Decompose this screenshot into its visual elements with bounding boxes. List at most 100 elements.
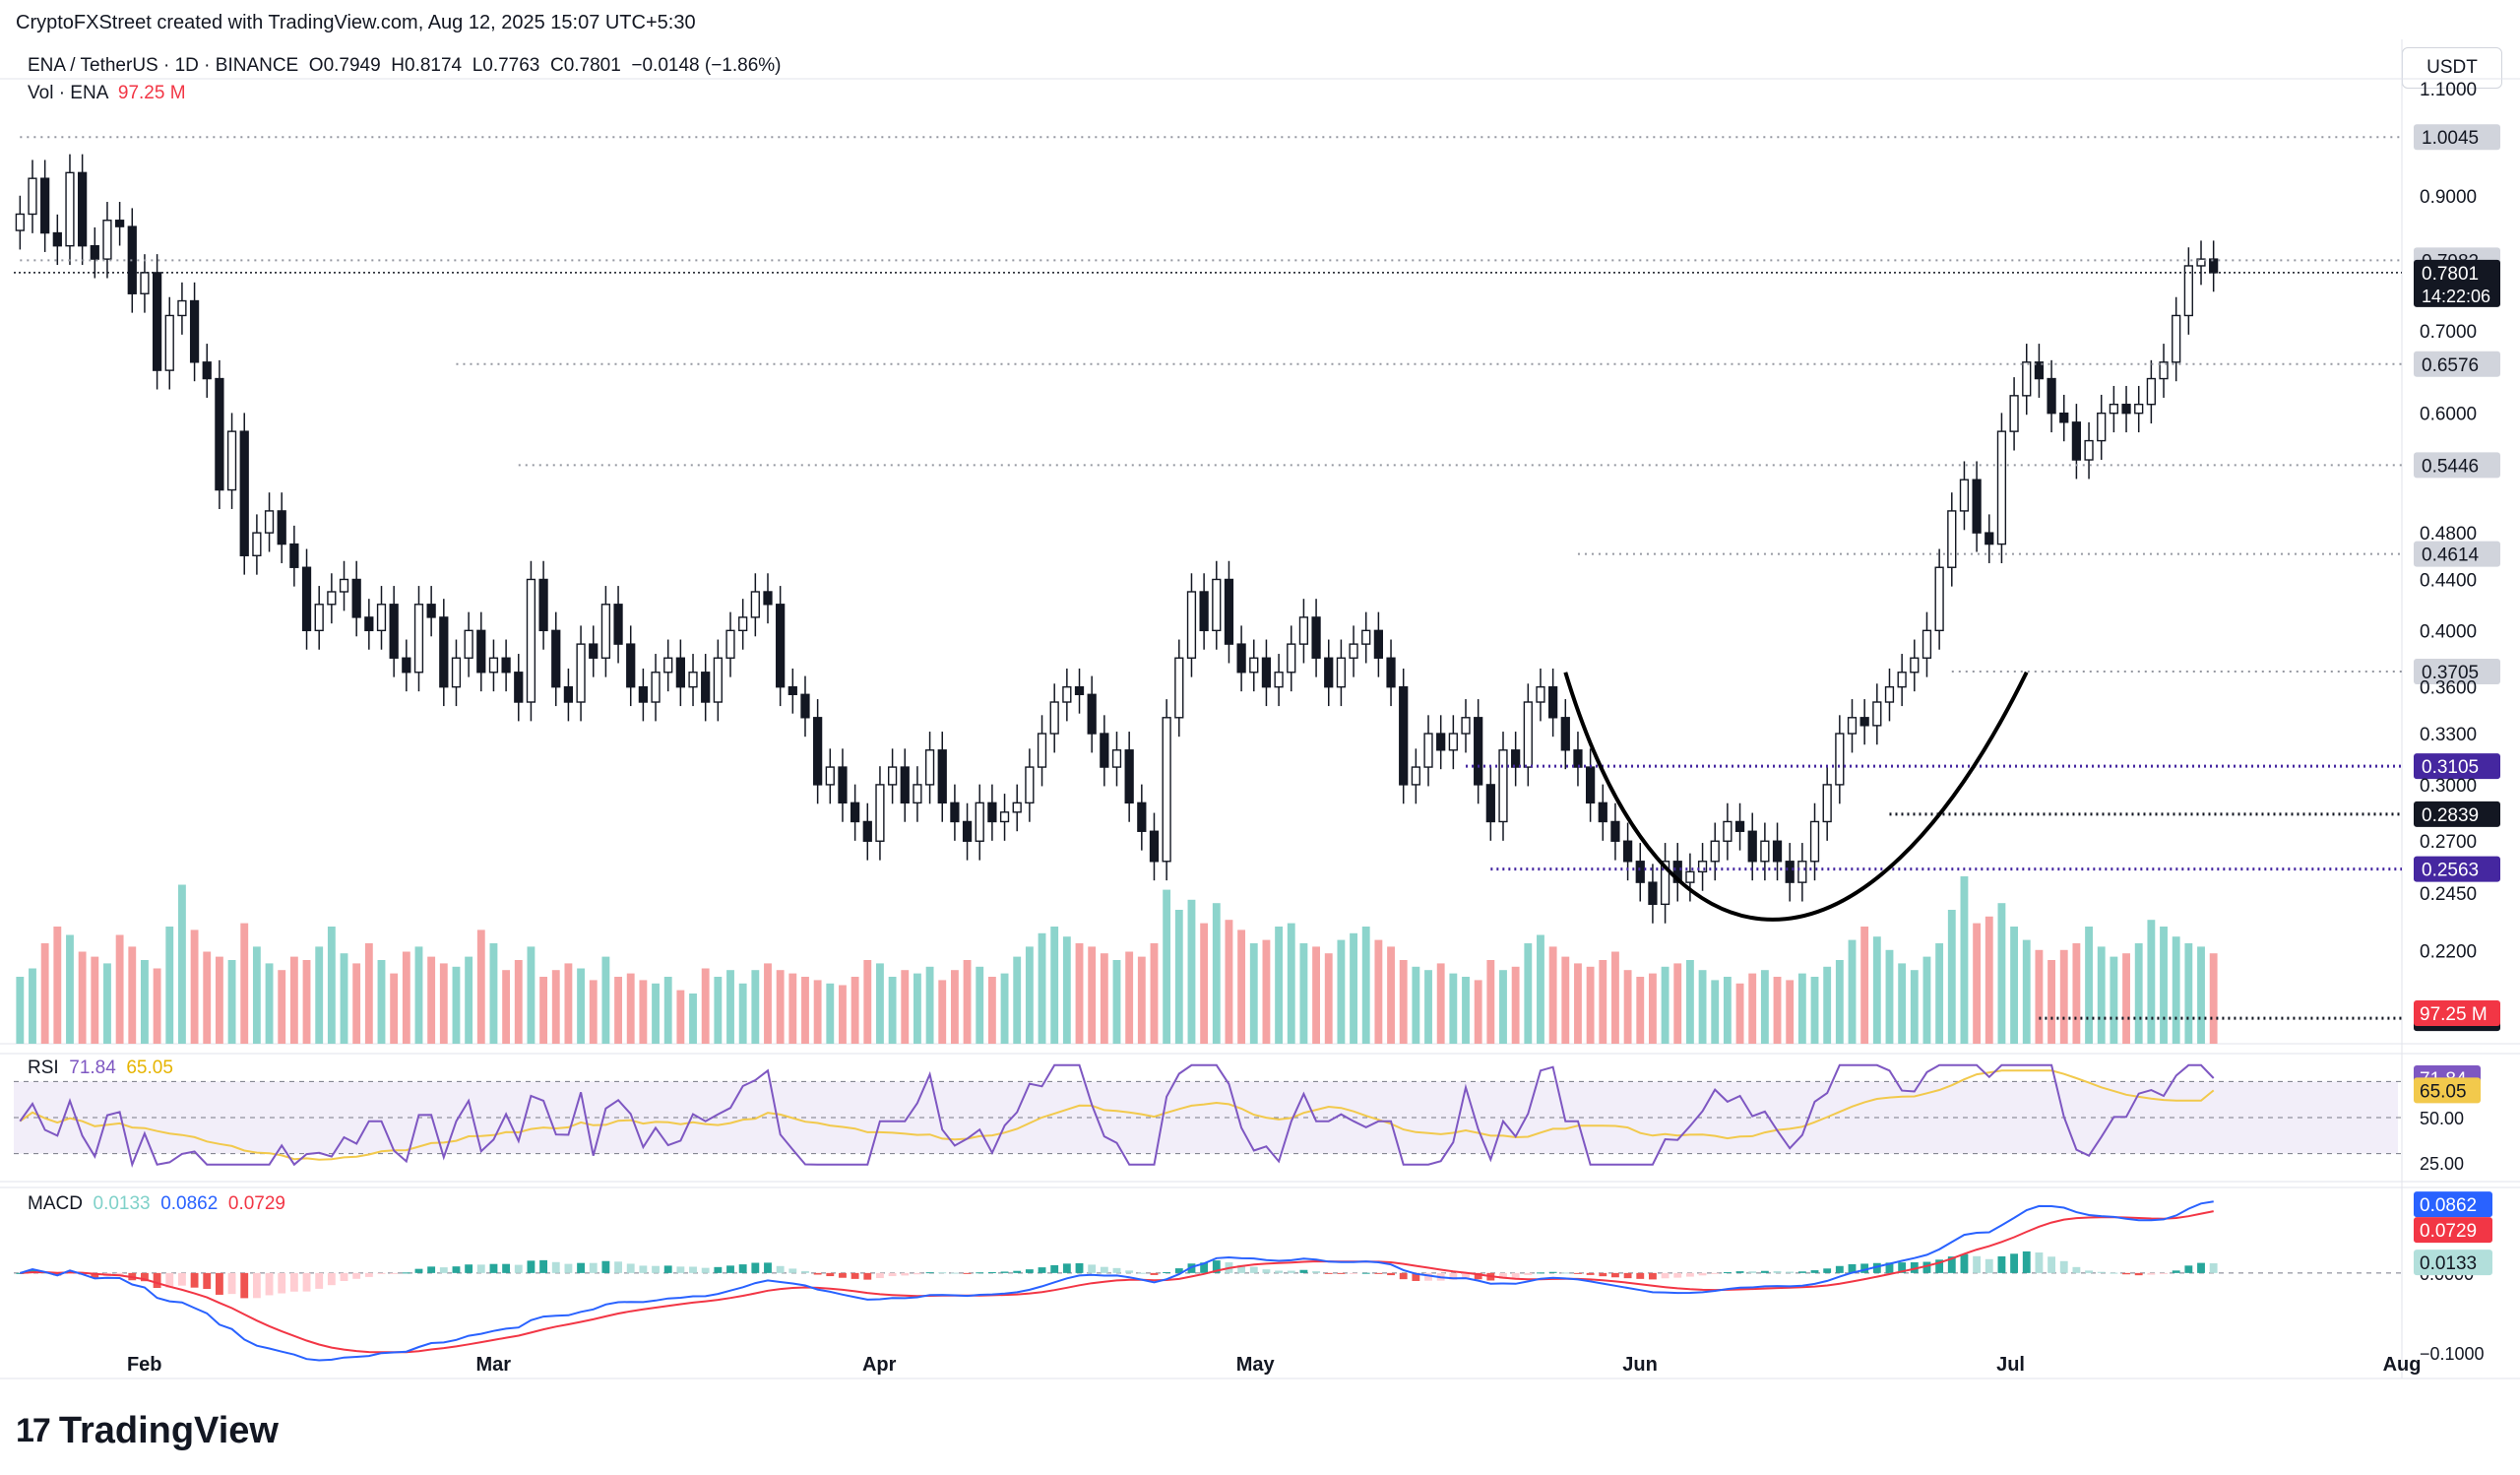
macd-histogram-bar <box>1275 1270 1284 1273</box>
volume-bar <box>1387 946 1395 1044</box>
volume-bar <box>1524 943 1533 1044</box>
macd-histogram-bar <box>2122 1272 2130 1275</box>
macd-histogram-bar <box>850 1272 859 1279</box>
macd-histogram-bar <box>1374 1272 1383 1274</box>
macd-histogram-bar <box>1599 1272 1607 1277</box>
candle-up <box>1174 657 1184 719</box>
macd-label[interactable]: MACD <box>28 1193 83 1214</box>
volume-bar <box>1648 973 1657 1044</box>
candle-up <box>2146 377 2156 406</box>
key-level-label: 0.2839 <box>2422 805 2479 826</box>
tradingview-logo[interactable]: 17 TradingView <box>16 1410 279 1452</box>
volume-bar <box>340 953 348 1044</box>
macd-histogram-bar <box>863 1272 872 1280</box>
candle-down <box>1436 733 1446 751</box>
price-axis[interactable]: 1.1000 0.9000 0.7000 0.6000 0.4800 0.4400 0.40… <box>2420 80 2477 963</box>
candle-down <box>1734 820 1745 832</box>
candle-down <box>1311 616 1321 659</box>
candle-down <box>1399 685 1409 786</box>
rsi-ma-line <box>19 1069 2215 1161</box>
macd-histogram-bar <box>502 1263 511 1273</box>
volume-bar <box>601 956 610 1044</box>
volume-bar <box>1062 936 1071 1044</box>
candle-up <box>1959 479 1970 512</box>
volume-bar <box>1088 946 1097 1044</box>
volume-bar <box>626 973 635 1044</box>
rsi-label[interactable]: RSI <box>28 1058 59 1078</box>
volume-bar <box>215 956 223 1044</box>
macd-histogram-bar <box>564 1263 573 1273</box>
histogram-axis-value-box <box>2414 1250 2492 1276</box>
macd-histogram-bar <box>976 1272 984 1274</box>
rsi-ma-value: 65.05 <box>126 1058 173 1078</box>
candle-up <box>2183 265 2193 317</box>
volume-bar <box>987 977 996 1044</box>
macd-histogram-bar <box>1586 1272 1595 1275</box>
volume-label[interactable]: Vol · ENA <box>28 83 108 103</box>
volume-bar <box>738 983 747 1044</box>
volume-bar <box>476 930 485 1044</box>
price-tick-label: 0.2200 <box>2420 942 2477 963</box>
candle-up <box>2009 395 2019 432</box>
candle-up <box>1461 717 1471 735</box>
macd-histogram-bar <box>1062 1263 1071 1273</box>
candle-down <box>1785 861 1795 883</box>
candle-down <box>215 377 224 491</box>
time-axis[interactable]: Feb Mar Apr May Jun Jul Aug <box>127 1354 2422 1376</box>
macd-histogram-bar <box>153 1272 161 1288</box>
volume-bar <box>813 980 822 1044</box>
volume-bar <box>1797 973 1806 1044</box>
macd-histogram-bar <box>1760 1270 1769 1273</box>
volume-bar <box>776 970 785 1044</box>
volume-bar <box>652 983 660 1044</box>
macd-histogram-bar <box>614 1261 622 1273</box>
cup-pattern-arc <box>1563 671 2029 922</box>
candle-up <box>1723 820 1732 842</box>
candle-down <box>40 177 50 234</box>
key-level-label: 0.2563 <box>2422 861 2479 881</box>
macd-histogram-bar <box>165 1272 174 1288</box>
volume-bar <box>514 960 523 1044</box>
macd-histogram-bar <box>726 1265 734 1273</box>
candle-down <box>1560 717 1570 751</box>
open-label: O <box>308 55 324 76</box>
candle-up <box>1797 861 1807 883</box>
macd-histogram-bar <box>1910 1262 1919 1273</box>
macd-histogram-bar <box>1100 1266 1108 1273</box>
volume-bar <box>689 994 697 1044</box>
macd-histogram-bar <box>40 1272 49 1274</box>
macd-histogram-bar <box>1050 1264 1059 1273</box>
macd-histogram-bar <box>663 1265 672 1273</box>
candle-up <box>1249 657 1259 673</box>
candle-down <box>90 244 99 260</box>
time-tick-label: May <box>1236 1354 1276 1376</box>
volume-bar <box>115 934 124 1044</box>
volume-bar <box>203 951 212 1044</box>
candle-up <box>924 749 935 786</box>
candle-down <box>862 820 872 842</box>
volume-value: 97.25 M <box>117 83 186 103</box>
key-level-label: 0.6576 <box>2422 355 2479 376</box>
volume-bar <box>751 970 760 1044</box>
volume-bar <box>128 946 137 1044</box>
symbol-title[interactable]: ENA / TetherUS · 1D · BINANCE <box>28 55 299 76</box>
candle-up <box>663 657 673 673</box>
macd-histogram-bar <box>2010 1253 2019 1273</box>
candle-up <box>1186 591 1197 659</box>
macd-histogram-bar <box>1786 1271 1795 1273</box>
volume-bar <box>1685 960 1694 1044</box>
volume-bar <box>1947 910 1956 1044</box>
price-tick-label: 0.6000 <box>2420 405 2477 425</box>
volume-bar <box>29 968 36 1044</box>
macd-histogram-bar <box>1848 1263 1857 1273</box>
volume-bar <box>302 960 311 1044</box>
volume-bar <box>1424 970 1432 1044</box>
candle-down <box>1598 802 1607 823</box>
macd-histogram-bar <box>2072 1266 2081 1273</box>
candle-up <box>1934 566 1944 632</box>
volume-bar <box>1860 927 1869 1044</box>
candle-up <box>28 177 37 216</box>
rsi-tick-label: 25.00 <box>2420 1154 2464 1174</box>
volume-bar <box>1935 943 1944 1044</box>
